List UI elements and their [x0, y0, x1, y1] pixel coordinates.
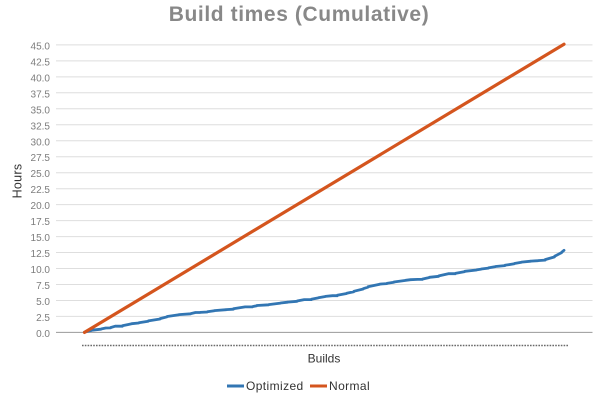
- svg-text:40.0: 40.0: [31, 73, 51, 84]
- svg-text:Hours: Hours: [11, 164, 25, 199]
- svg-text:20.0: 20.0: [31, 201, 51, 212]
- svg-text:37.5: 37.5: [31, 89, 51, 100]
- svg-text:22.5: 22.5: [31, 185, 51, 196]
- svg-text:Optimized: Optimized: [246, 379, 304, 393]
- svg-text:25.0: 25.0: [31, 169, 51, 180]
- svg-text:0.0: 0.0: [36, 329, 50, 340]
- svg-text:30.0: 30.0: [31, 137, 51, 148]
- svg-text:2.5: 2.5: [36, 313, 50, 324]
- svg-text:10.0: 10.0: [31, 265, 51, 276]
- svg-text:Builds: Builds: [308, 352, 341, 366]
- svg-text:35.0: 35.0: [31, 105, 51, 116]
- svg-text:5.0: 5.0: [36, 297, 50, 308]
- svg-text:15.0: 15.0: [31, 233, 51, 244]
- svg-text:Normal: Normal: [329, 379, 370, 393]
- svg-text:42.5: 42.5: [31, 57, 51, 68]
- svg-text:32.5: 32.5: [31, 121, 51, 132]
- svg-text:12.5: 12.5: [31, 249, 51, 260]
- svg-text:17.5: 17.5: [31, 217, 51, 228]
- svg-text:Build times (Cumulative): Build times (Cumulative): [169, 3, 430, 26]
- svg-text:27.5: 27.5: [31, 153, 51, 164]
- svg-text:7.5: 7.5: [36, 281, 50, 292]
- svg-text:45.0: 45.0: [31, 41, 51, 52]
